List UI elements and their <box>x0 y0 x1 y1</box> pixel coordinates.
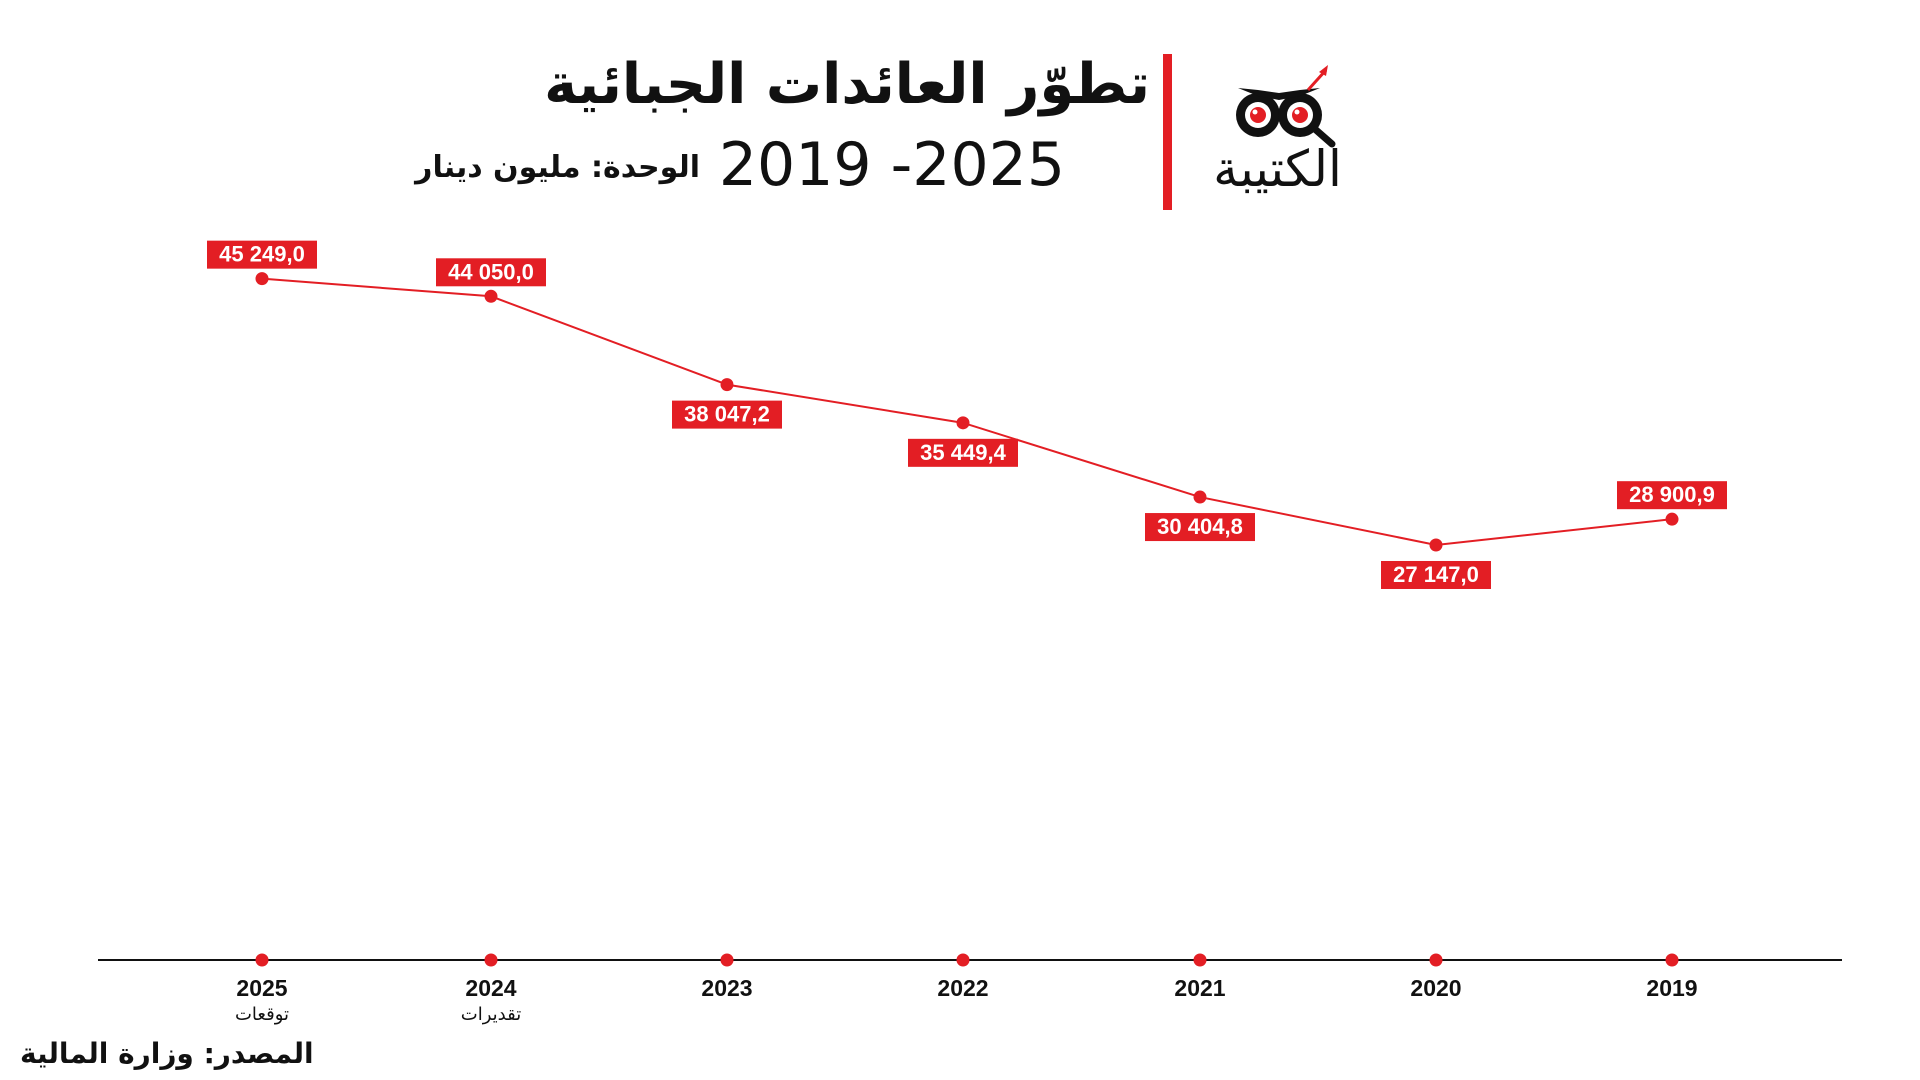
data-label: 45 249,0 <box>219 242 305 267</box>
data-point <box>484 289 498 303</box>
data-points <box>255 272 1679 552</box>
data-label: 44 050,0 <box>448 259 534 284</box>
data-label-box <box>908 438 1018 467</box>
data-label-box <box>436 258 546 287</box>
unit-label: الوحدة: مليون دينار <box>415 150 700 185</box>
axis-tick-dot <box>484 953 498 967</box>
data-point <box>956 416 970 430</box>
binoculars-magnifier-icon <box>1236 65 1336 148</box>
data-label: 30 404,8 <box>1157 514 1243 539</box>
chart-title: تطوّر العائدات الجبائية <box>544 52 1150 117</box>
data-label-box <box>207 240 317 269</box>
data-label: 28 900,9 <box>1629 482 1715 507</box>
axis-tick-dot <box>1665 953 1679 967</box>
x-tick-label: 2019 <box>1646 975 1697 1001</box>
data-label-box <box>1381 560 1491 589</box>
data-point <box>255 272 269 286</box>
x-tick-note: تقديرات <box>461 1004 521 1025</box>
series-line <box>261 277 1673 546</box>
data-point <box>1665 512 1679 526</box>
x-tick-label: 2021 <box>1174 975 1225 1001</box>
axis-tick-dot <box>1429 953 1443 967</box>
data-label: 27 147,0 <box>1393 562 1479 587</box>
x-axis-ticks <box>255 953 1679 967</box>
axis-tick-dot <box>1193 953 1207 967</box>
x-tick-label: 2022 <box>937 975 988 1001</box>
data-label-box <box>1145 513 1255 542</box>
x-axis-labels: 2025 توقعات 2024 تقديرات 2023 2022 2021 2020 201… <box>235 975 1698 1025</box>
x-tick-label: 2024 <box>465 975 516 1001</box>
data-point <box>720 378 734 392</box>
logo-text: الكتيبة <box>1213 140 1342 198</box>
data-label-box <box>1617 481 1727 510</box>
axis-tick-dot <box>255 953 269 967</box>
source-note: المصدر: وزارة المالية <box>20 1037 314 1070</box>
title-divider <box>1163 54 1172 210</box>
data-point <box>1193 490 1207 504</box>
chart-subtitle-years: 2019 -2025 <box>718 130 1065 200</box>
x-tick-note: توقعات <box>235 1004 289 1025</box>
data-label-box <box>672 400 782 429</box>
axis-tick-dot <box>956 953 970 967</box>
x-tick-label: 2020 <box>1410 975 1461 1001</box>
data-labels: 45 249,0 44 050,0 38 047,2 35 449,4 30 404,8… <box>207 240 1727 589</box>
x-tick-label: 2023 <box>701 975 752 1001</box>
axis-tick-dot <box>720 953 734 967</box>
data-label: 38 047,2 <box>684 402 770 427</box>
x-tick-label: 2025 <box>236 975 287 1001</box>
data-point <box>1429 538 1443 552</box>
data-label: 35 449,4 <box>920 440 1006 465</box>
